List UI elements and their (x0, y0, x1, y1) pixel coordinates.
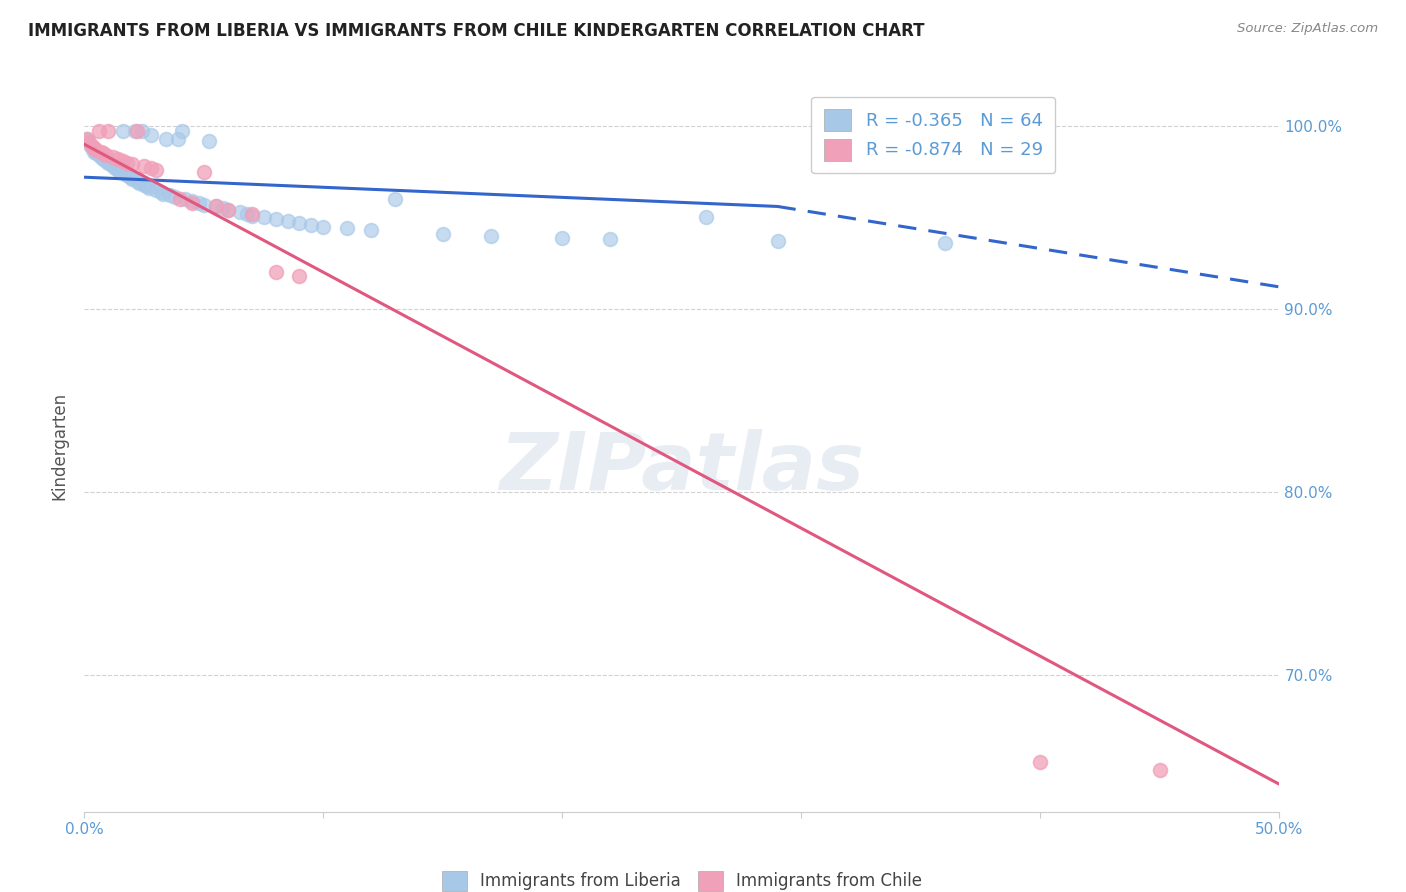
Point (87, 148, 110, 162)
Point (169, 192, 191, 206)
Point (76, 132, 98, 146)
Point (83, 145, 105, 159)
Point (114, 167, 136, 181)
Point (90, 145, 112, 159)
Point (132, 178, 156, 192)
Point (172, 124, 194, 138)
Point (135, 179, 157, 194)
Point (94, 153, 117, 168)
Point (132, 159, 156, 173)
Point (301, 218, 323, 232)
Point (97, 155, 120, 169)
Point (111, 124, 134, 138)
Legend: Immigrants from Liberia, Immigrants from Chile: Immigrants from Liberia, Immigrants from… (436, 864, 928, 892)
Point (101, 159, 124, 173)
Point (155, 132, 177, 146)
Point (107, 162, 129, 177)
Point (264, 265, 287, 279)
Point (253, 211, 276, 225)
Point (599, 232, 621, 246)
Point (97, 124, 120, 138)
Point (121, 157, 143, 171)
Point (159, 188, 181, 202)
Point (384, 192, 406, 206)
Point (360, 223, 382, 237)
Point (181, 194, 204, 208)
Point (479, 228, 502, 243)
Point (117, 155, 139, 169)
Point (217, 203, 239, 218)
Point (101, 150, 124, 164)
Point (277, 214, 299, 228)
Point (125, 124, 148, 138)
Text: Source: ZipAtlas.com: Source: ZipAtlas.com (1237, 22, 1378, 36)
Point (77, 136, 100, 150)
Point (193, 197, 215, 211)
Point (264, 212, 287, 227)
Point (90, 150, 112, 164)
Point (77, 137, 100, 152)
Point (145, 162, 167, 177)
Point (121, 172, 143, 186)
Point (695, 211, 717, 225)
Point (93, 152, 115, 166)
Point (118, 170, 141, 185)
Point (128, 176, 150, 190)
Point (149, 185, 172, 199)
Point (87, 124, 110, 138)
Point (205, 199, 228, 213)
Point (93, 146, 115, 161)
Point (188, 195, 211, 210)
Point (104, 161, 127, 175)
Point (141, 161, 163, 175)
Point (181, 195, 204, 210)
Point (336, 221, 359, 235)
Point (197, 134, 219, 148)
Point (141, 128, 163, 142)
Point (107, 152, 129, 166)
Y-axis label: Kindergarten: Kindergarten (51, 392, 69, 500)
Point (205, 199, 228, 213)
Text: IMMIGRANTS FROM LIBERIA VS IMMIGRANTS FROM CHILE KINDERGARTEN CORRELATION CHART: IMMIGRANTS FROM LIBERIA VS IMMIGRANTS FR… (28, 22, 925, 40)
Point (766, 234, 789, 248)
Point (236, 207, 259, 221)
Text: ZIPatlas: ZIPatlas (499, 429, 865, 507)
Point (166, 132, 188, 146)
Point (76, 132, 98, 146)
Point (86, 143, 108, 157)
Point (117, 169, 139, 183)
Point (86, 146, 108, 161)
Point (94, 148, 117, 162)
Point (240, 209, 263, 223)
Point (312, 219, 335, 234)
Point (551, 230, 574, 244)
Point (100, 157, 122, 171)
Point (80, 141, 103, 155)
Point (152, 186, 174, 201)
Point (1029, 756, 1052, 770)
Point (173, 192, 195, 206)
Point (83, 141, 105, 155)
Point (111, 153, 134, 168)
Point (212, 201, 235, 215)
Point (288, 216, 311, 230)
Point (193, 164, 215, 178)
Point (110, 164, 132, 178)
Point (934, 235, 956, 250)
Point (145, 183, 167, 197)
Point (217, 203, 239, 218)
Point (165, 190, 187, 204)
Point (125, 174, 148, 188)
Point (138, 181, 160, 195)
Point (288, 268, 311, 283)
Point (1149, 763, 1171, 777)
Point (240, 207, 263, 221)
Point (131, 124, 153, 138)
Point (1029, 124, 1052, 138)
Point (80, 139, 103, 153)
Point (432, 227, 454, 241)
Point (124, 124, 146, 138)
Point (229, 205, 252, 219)
